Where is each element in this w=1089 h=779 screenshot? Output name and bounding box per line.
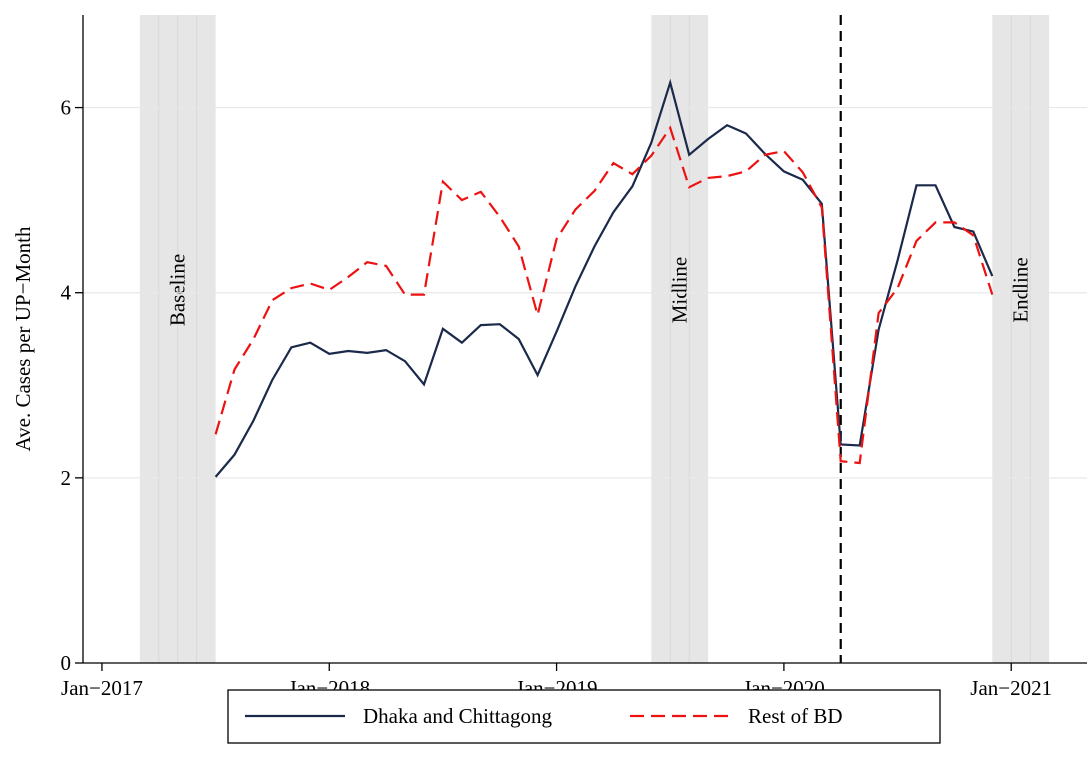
x-tick-label: Jan−2017	[61, 676, 143, 700]
legend-label: Rest of BD	[748, 704, 843, 728]
band-label: Endline	[1009, 257, 1033, 322]
y-tick-label: 2	[61, 466, 72, 490]
legend-label: Dhaka and Chittagong	[363, 704, 552, 728]
data-line	[214, 78, 994, 478]
band-label: Baseline	[166, 254, 190, 326]
y-tick-label: 4	[61, 281, 72, 305]
legend-box	[227, 689, 941, 744]
y-tick-label: 6	[61, 96, 72, 120]
band-label: Midline	[668, 257, 692, 324]
x-tick-label: Jan−2021	[970, 676, 1052, 700]
y-axis-label: Ave. Cases per UP−Month	[11, 226, 35, 451]
legend: Dhaka and Chittagong Rest of BD	[227, 689, 941, 744]
y-tick-label: 0	[61, 651, 72, 675]
shaded-band	[992, 15, 1050, 663]
data-line	[214, 125, 994, 465]
